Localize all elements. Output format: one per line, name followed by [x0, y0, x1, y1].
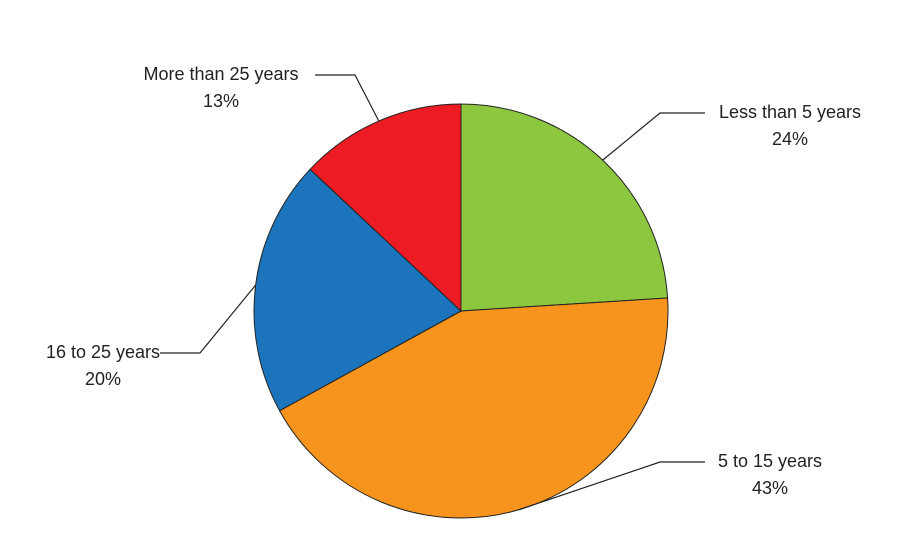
- leader-line: [160, 284, 257, 354]
- slice-value-label: 24%: [772, 129, 808, 149]
- leader-line: [315, 74, 380, 122]
- slice-value-label: 13%: [203, 91, 239, 111]
- slice-label: 16 to 25 years: [46, 342, 160, 362]
- slice-label: 5 to 15 years: [718, 451, 822, 471]
- slice-label: Less than 5 years: [719, 102, 861, 122]
- slice-value-label: 20%: [85, 369, 121, 389]
- pie-slice: [309, 103, 462, 313]
- slice-label: More than 25 years: [143, 64, 298, 84]
- leader-line: [518, 461, 705, 511]
- pie-slice: [460, 103, 669, 312]
- leader-line: [602, 112, 705, 161]
- slice-value-label: 43%: [752, 478, 788, 498]
